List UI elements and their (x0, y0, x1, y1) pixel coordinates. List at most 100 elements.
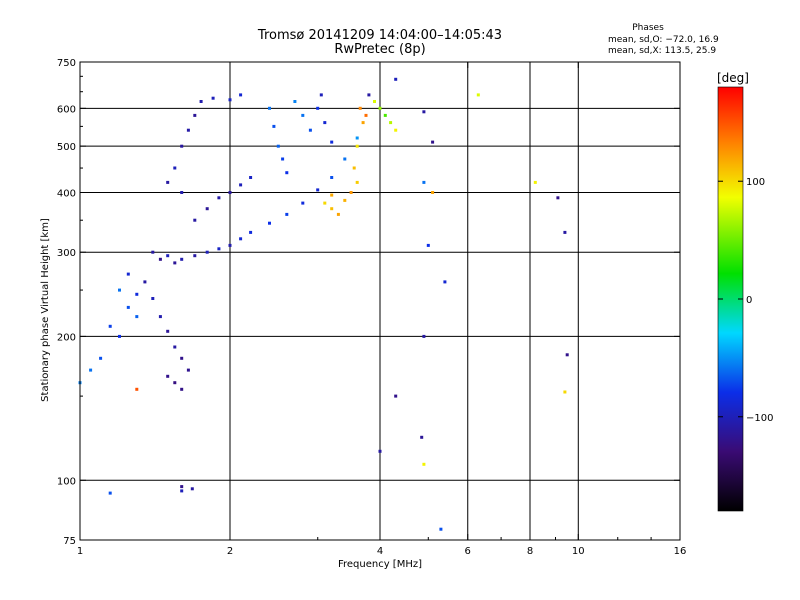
x-tick-label: 16 (674, 546, 687, 557)
colorbar-ticks: 100 0 −100 (718, 177, 773, 424)
y-tick-label: 300 (57, 248, 76, 259)
data-point (228, 98, 232, 102)
data-point (301, 201, 305, 205)
data-point (180, 489, 184, 493)
x-tick-label: 1 (77, 546, 83, 557)
data-point (361, 121, 365, 125)
data-point (135, 315, 139, 319)
data-point (228, 191, 232, 194)
data-point (343, 157, 347, 161)
data-point (355, 136, 359, 140)
chart-title: Tromsø 20141209 14:04:00–14:05:43 (257, 28, 502, 43)
data-point (330, 176, 334, 179)
data-point (533, 180, 537, 184)
data-point (349, 191, 353, 194)
data-point (276, 144, 280, 148)
data-point (166, 254, 170, 258)
data-point (166, 329, 170, 333)
data-point (193, 218, 197, 222)
y-tick-label: 200 (57, 332, 76, 343)
data-point (193, 254, 197, 258)
data-point (422, 110, 426, 114)
data-point (199, 100, 203, 103)
x-tick-label: 10 (572, 546, 585, 557)
data-point (378, 449, 382, 453)
data-point (249, 230, 253, 234)
data-point (135, 387, 139, 391)
data-point (268, 106, 271, 110)
data-point (389, 121, 393, 125)
data-point (249, 176, 253, 179)
data-point (422, 462, 426, 466)
data-point (211, 96, 215, 100)
data-point (316, 188, 320, 192)
data-point (173, 166, 177, 170)
data-point (355, 180, 359, 184)
data-point (99, 356, 103, 360)
y-tick-label: 400 (57, 188, 76, 199)
data-point (426, 243, 430, 247)
data-point (343, 198, 347, 202)
data-point (439, 527, 443, 531)
data-point (285, 212, 289, 216)
x-tick-label: 2 (227, 546, 233, 557)
y-tick-label: 500 (57, 142, 76, 153)
data-point (135, 292, 139, 296)
data-point (186, 128, 190, 132)
data-point (422, 334, 426, 338)
data-point (186, 368, 190, 372)
data-point (301, 113, 305, 117)
colorbar-label: [deg] (717, 71, 749, 85)
data-point (89, 368, 93, 372)
colorbar-tick-label: 100 (746, 177, 765, 188)
data-point (336, 212, 340, 216)
colorbar-tick-label: 0 (746, 295, 752, 306)
stats-line-x: mean, sd,X: 113.5, 25.9 (608, 46, 716, 56)
data-point (151, 297, 155, 300)
data-points (78, 77, 569, 531)
data-point (126, 305, 130, 309)
data-point (268, 221, 271, 225)
chart-subtitle: RwPretec (8p) (334, 42, 425, 57)
data-point (420, 435, 424, 439)
x-tick-label: 6 (465, 546, 471, 557)
data-point (217, 196, 221, 200)
data-point (285, 171, 289, 175)
data-point (173, 261, 177, 265)
data-point (565, 353, 569, 357)
data-point (173, 345, 177, 349)
data-point (367, 93, 371, 97)
data-point (205, 250, 209, 254)
data-point (190, 487, 194, 491)
colorbar-tick-label: −100 (746, 413, 773, 424)
data-point (239, 93, 243, 97)
data-point (281, 157, 285, 161)
data-point (358, 106, 362, 110)
data-point (126, 272, 130, 276)
data-point (193, 113, 197, 117)
data-point (378, 106, 382, 110)
data-point (394, 77, 398, 81)
y-tick-label: 750 (57, 58, 76, 69)
data-point (239, 237, 243, 241)
data-point (394, 128, 398, 132)
data-point (272, 124, 276, 128)
y-axis-label: Stationary phase Virtual Height [km] (40, 218, 51, 402)
y-tick-label: 75 (63, 536, 76, 547)
data-point (394, 394, 398, 398)
data-point (563, 230, 567, 234)
data-point (108, 491, 112, 495)
x-tick-label: 8 (527, 546, 533, 557)
data-point (422, 180, 426, 184)
data-point (383, 113, 387, 117)
data-point (180, 257, 184, 261)
data-point (143, 280, 147, 284)
data-point (476, 93, 480, 97)
data-point (323, 121, 327, 125)
data-point (293, 100, 297, 103)
data-point (217, 247, 221, 251)
data-point (443, 280, 447, 284)
data-point (330, 193, 334, 197)
data-point (180, 485, 184, 489)
data-point (108, 324, 112, 328)
